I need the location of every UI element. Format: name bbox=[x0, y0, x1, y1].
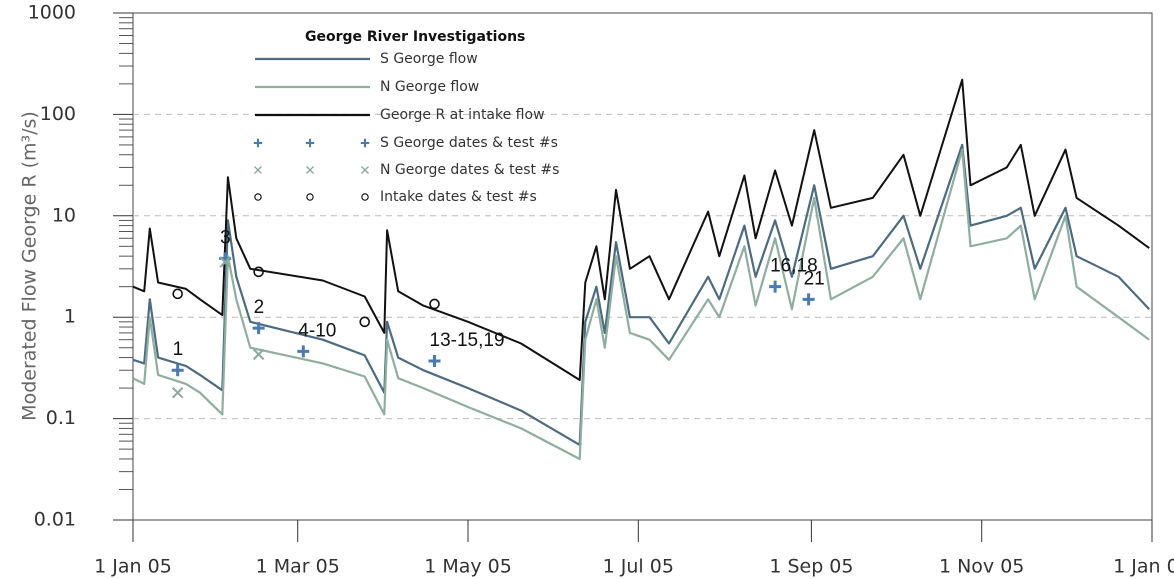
y-tick-label: 10 bbox=[52, 204, 76, 226]
x-tick-label: 1 Jul 05 bbox=[603, 556, 674, 578]
legend-label: S George dates & test #s bbox=[380, 135, 558, 151]
legend-label: George R at intake flow bbox=[380, 107, 545, 123]
x-tick-label: 1 Nov 05 bbox=[939, 556, 1024, 578]
marker-annotation: 13-15,19 bbox=[430, 330, 505, 351]
legend-label: S George flow bbox=[380, 51, 478, 67]
marker-plus bbox=[252, 322, 265, 335]
x-tick-label: 1 May 05 bbox=[424, 556, 512, 578]
marker-annotation: 3 bbox=[220, 227, 231, 248]
marker-annotation: 4-10 bbox=[298, 320, 336, 341]
marker-plus bbox=[769, 280, 782, 293]
legend-title: George River Investigations bbox=[305, 29, 525, 45]
x-tick-label: 1 Jan 06 bbox=[1113, 556, 1174, 578]
marker-circle bbox=[359, 316, 371, 328]
y-tick-label: 1000 bbox=[28, 2, 76, 24]
marker-circle bbox=[306, 193, 314, 201]
marker-cross bbox=[219, 256, 231, 268]
marker-plus bbox=[428, 354, 441, 367]
marker-plus bbox=[253, 138, 263, 148]
marker-circle bbox=[429, 298, 440, 310]
y-axis-title: Moderated Flow George R (m³/s) bbox=[19, 111, 41, 421]
series-line bbox=[132, 143, 1150, 446]
x-tick-label: 1 Jan 05 bbox=[94, 556, 172, 578]
y-tick-label: 1 bbox=[64, 306, 76, 328]
marker-annotation: 16,18 bbox=[770, 256, 818, 277]
marker-annotation: 2 bbox=[254, 297, 265, 318]
marker-circle bbox=[172, 288, 183, 300]
marker-cross bbox=[361, 166, 369, 174]
marker-annotation: 21 bbox=[804, 268, 825, 289]
plot-frame bbox=[132, 12, 1153, 521]
series-line bbox=[132, 148, 1150, 461]
marker-circle bbox=[254, 193, 262, 201]
x-tick-label: 1 Mar 05 bbox=[256, 556, 340, 578]
marker-circle bbox=[361, 193, 369, 201]
x-tick-label: 1 Sep 05 bbox=[769, 556, 853, 578]
marker-annotation: 1 bbox=[173, 339, 184, 360]
marker-cross bbox=[306, 166, 314, 174]
y-tick-label: 100 bbox=[40, 103, 76, 125]
series-line bbox=[132, 78, 1150, 381]
y-tick-label: 0.1 bbox=[46, 407, 76, 429]
legend-label: Intake dates & test #s bbox=[380, 189, 537, 205]
marker-cross bbox=[252, 348, 265, 361]
marker-cross bbox=[254, 166, 262, 174]
marker-plus bbox=[297, 345, 310, 358]
marker-plus bbox=[360, 138, 370, 148]
legend-label: N George dates & test #s bbox=[380, 162, 559, 178]
marker-cross bbox=[171, 387, 184, 399]
marker-plus bbox=[305, 138, 315, 148]
marker-circle bbox=[253, 266, 264, 278]
legend-label: N George flow bbox=[380, 79, 479, 95]
marker-plus bbox=[171, 364, 184, 377]
y-tick-label: 0.01 bbox=[34, 509, 76, 531]
marker-plus bbox=[802, 293, 815, 306]
